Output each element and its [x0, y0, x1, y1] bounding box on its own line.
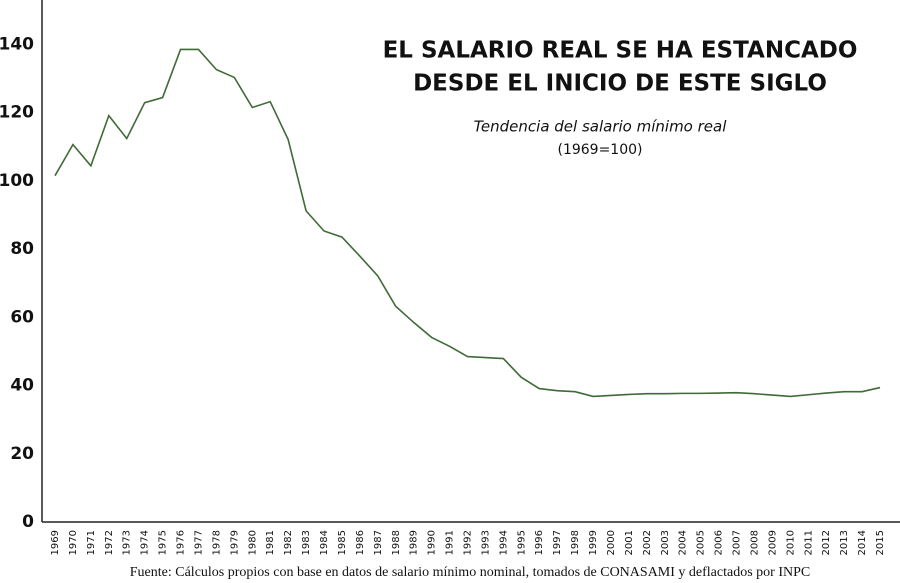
- chart-subtitle: (1969=100): [557, 142, 642, 158]
- x-tick-label: 2004: [678, 530, 689, 555]
- x-tick-label: 1995: [516, 530, 527, 555]
- x-tick-label: 1989: [409, 530, 420, 555]
- x-tick-label: 1972: [104, 530, 115, 555]
- x-tick-label: 1979: [229, 530, 240, 555]
- x-tick-label: 1970: [68, 530, 79, 555]
- x-tick-label: 2000: [606, 530, 617, 555]
- x-tick-label: 1985: [337, 530, 348, 555]
- y-tick-label: 60: [10, 307, 34, 327]
- x-tick-label: 2005: [696, 530, 707, 555]
- x-tick-label: 1987: [373, 530, 384, 555]
- y-tick-label: 140: [0, 34, 34, 54]
- x-tick-label: 1992: [463, 530, 474, 555]
- x-tick-label: 2008: [749, 530, 760, 555]
- x-tick-label: 1996: [534, 530, 545, 555]
- x-tick-label: 2014: [857, 530, 868, 555]
- y-tick-label: 20: [10, 444, 34, 464]
- x-tick-label: 2015: [875, 530, 886, 555]
- x-tick-label: 2006: [714, 530, 725, 555]
- x-tick-label: 1983: [301, 530, 312, 555]
- x-tick-label: 1978: [211, 530, 222, 555]
- x-tick-label: 2007: [732, 530, 743, 555]
- x-tick-label: 1969: [50, 530, 61, 555]
- x-tick-label: 1984: [319, 530, 330, 555]
- x-tick-label: 2011: [803, 530, 814, 555]
- data-line: [54, 48, 881, 398]
- y-tick-label: 120: [0, 103, 34, 123]
- x-tick-label: 2009: [767, 530, 778, 555]
- x-tick-label: 1976: [176, 530, 187, 555]
- x-tick-label: 1974: [140, 530, 151, 555]
- x-tick-label: 1991: [445, 530, 456, 555]
- x-tick-label: 1990: [427, 530, 438, 555]
- x-tick-label: 1977: [193, 530, 204, 555]
- x-tick-label: 1975: [158, 530, 169, 555]
- x-tick-label: 1997: [552, 530, 563, 555]
- x-tick-label: 1998: [570, 530, 581, 555]
- x-tick-label: 1986: [355, 530, 366, 555]
- y-tick-label: 80: [10, 239, 34, 259]
- x-tick-label: 2010: [785, 530, 796, 555]
- x-tick-label: 1971: [86, 530, 97, 555]
- x-tick-label: 2012: [821, 530, 832, 555]
- x-tick-label: 2002: [642, 530, 653, 555]
- x-tick-label: 1980: [247, 530, 258, 555]
- x-tick-label: 2001: [624, 530, 635, 555]
- x-tick-label: 2013: [839, 530, 850, 555]
- y-tick-label: 40: [10, 376, 34, 396]
- x-tick-label: 1999: [588, 530, 599, 555]
- source-note: Fuente: Cálculos propios con base en dat…: [130, 565, 810, 580]
- chart-title: EL SALARIO REAL SE HA ESTANCADO: [383, 38, 858, 64]
- x-tick-label: 1973: [122, 530, 133, 555]
- x-tick-label: 1981: [265, 530, 276, 555]
- y-tick-label: 0: [22, 512, 34, 532]
- x-tick-label: 1993: [480, 530, 491, 555]
- chart-subtitle: Tendencia del salario mínimo real: [474, 118, 728, 136]
- y-tick-label: 100: [0, 171, 34, 191]
- x-tick-label: 1994: [498, 530, 509, 555]
- x-tick-label: 1988: [391, 530, 402, 555]
- x-tick-label: 1982: [283, 530, 294, 555]
- x-tick-label: 2003: [660, 530, 671, 555]
- chart-title: DESDE EL INICIO DE ESTE SIGLO: [413, 71, 827, 97]
